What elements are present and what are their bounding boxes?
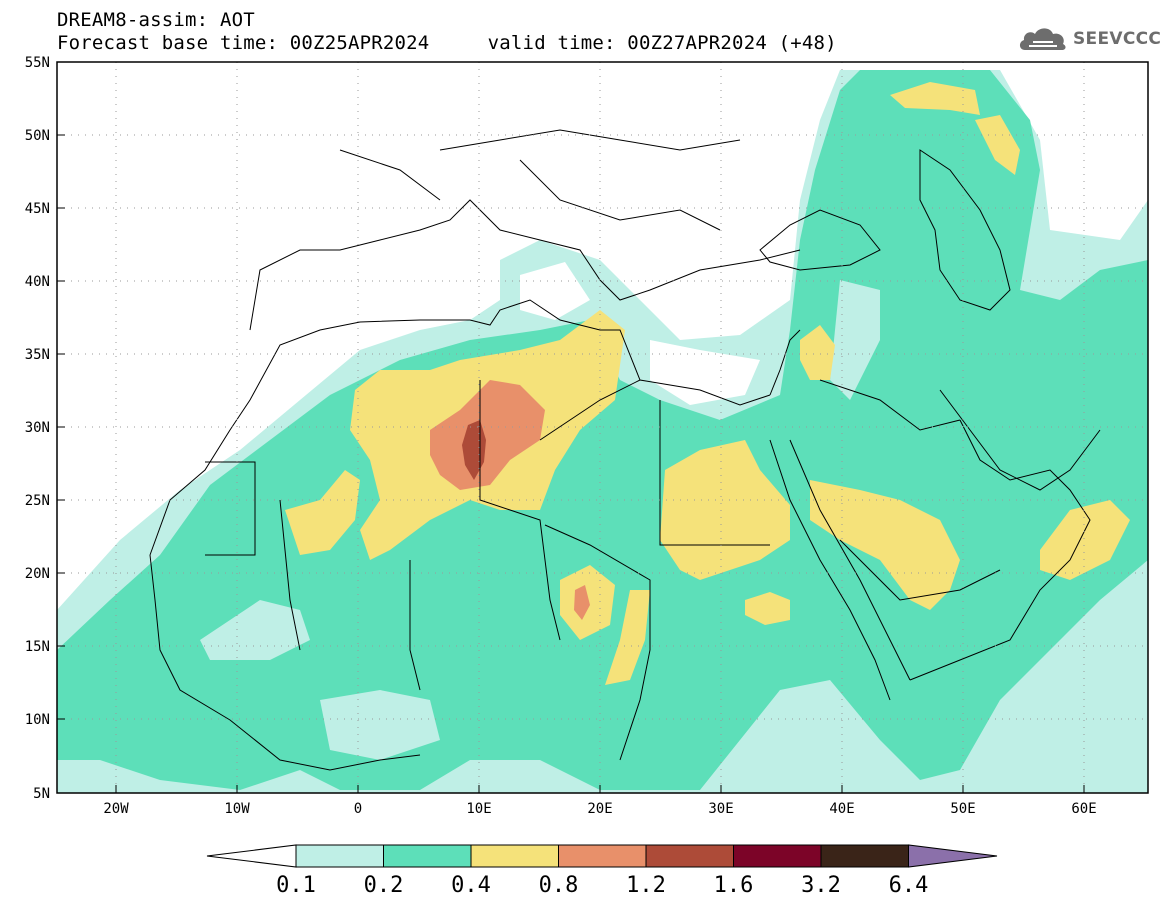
colorbar-segment — [295, 844, 384, 868]
west-africa-coast — [149, 554, 421, 771]
aot-level-0.4-oman — [1040, 500, 1130, 580]
aot-level-0.4-mali — [285, 470, 360, 555]
border — [544, 524, 651, 761]
lat-label: 15N — [25, 639, 50, 655]
graticule — [57, 62, 1148, 793]
clear-area-east-med — [650, 340, 760, 405]
caspian-sea — [919, 149, 1011, 311]
colorbar-segment — [645, 844, 734, 868]
aot-level-0.4-levant — [800, 325, 835, 380]
coastlines-and-borders — [149, 129, 1101, 771]
aot-level-0.4-caspian — [890, 82, 980, 115]
lon-label: 0 — [354, 801, 362, 817]
tick-marks — [57, 61, 1085, 793]
border — [409, 560, 421, 691]
border — [839, 539, 1001, 601]
lon-label: 20W — [103, 801, 129, 817]
lat-label: 10N — [25, 712, 50, 728]
colorbar-label: 0.1 — [276, 873, 316, 898]
map-title: DREAM8-assim: AOT — [57, 9, 255, 31]
lat-label: 45N — [25, 201, 50, 217]
colorbar-label: 1.6 — [714, 873, 754, 898]
persian-gulf — [939, 389, 1101, 491]
forecast-times: Forecast base time: 00Z25APR2024 valid t… — [57, 32, 837, 54]
lat-label: 50N — [25, 128, 50, 144]
aot-level-0.4-kazakh — [975, 115, 1020, 175]
colorbar-segment — [558, 844, 647, 868]
aot-level-0.8 — [430, 380, 545, 490]
aot-level-0.4-sudan-west — [605, 590, 650, 685]
lat-label: 40N — [25, 274, 50, 290]
colorbar-label: 0.2 — [364, 873, 404, 898]
colorbar-label: 0.8 — [539, 873, 579, 898]
colorbar-high-extension — [908, 844, 998, 868]
lon-label: 50E — [950, 801, 975, 817]
aot-level-0.8-chad — [574, 585, 590, 620]
colorbar-segment — [470, 844, 559, 868]
lon-label: 30E — [708, 801, 733, 817]
aot-field — [57, 62, 1148, 793]
lat-label: 25N — [25, 493, 50, 509]
cloud-icon — [1019, 28, 1066, 50]
lat-label: 30N — [25, 420, 50, 436]
lat-label: 5N — [33, 786, 50, 802]
colorbar: 0.1 0.2 0.4 0.8 1.2 1.6 3.2 6.4 — [206, 844, 998, 898]
lat-label: 35N — [25, 347, 50, 363]
seevccc-logo: SEEVCCC — [1017, 24, 1161, 54]
colorbar-segment — [383, 844, 472, 868]
black-sea — [759, 209, 881, 271]
border — [279, 499, 301, 651]
colorbar-label: 0.4 — [451, 873, 491, 898]
aot-level-0.1-pocket — [200, 600, 310, 660]
lat-label: 55N — [25, 55, 50, 71]
aot-level-0.1-pocket — [320, 690, 440, 760]
colorbar-label: 3.2 — [801, 873, 841, 898]
border — [339, 149, 441, 201]
levant-coast — [769, 329, 801, 396]
logo-text: SEEVCCC — [1073, 29, 1162, 49]
longitude-labels: 20W 10W 0 10E 20E 30E 40E 50E 60E — [103, 801, 1096, 817]
lon-label: 10E — [466, 801, 491, 817]
colorbar-low-extension — [206, 844, 297, 868]
lon-label: 20E — [587, 801, 612, 817]
border — [659, 400, 770, 546]
europe-coast — [249, 199, 801, 331]
lon-label: 40E — [829, 801, 854, 817]
border — [519, 159, 721, 231]
red-sea-east — [789, 439, 911, 681]
border — [819, 379, 961, 431]
colorbar-segment — [733, 844, 822, 868]
red-sea-west — [769, 439, 891, 701]
lat-label: 20N — [25, 566, 50, 582]
colorbar-segment — [820, 844, 909, 868]
aot-level-0.4-arabia — [810, 480, 960, 610]
border — [539, 379, 641, 441]
colorbar-label: 6.4 — [889, 873, 929, 898]
aot-level-0.4-east-africa — [745, 592, 790, 625]
lon-label: 10W — [224, 801, 250, 817]
lon-label: 60E — [1071, 801, 1096, 817]
colorbar-label: 1.2 — [626, 873, 666, 898]
border — [479, 380, 561, 641]
arabia-coast — [909, 419, 1091, 681]
latitude-labels: 55N 50N 45N 40N 35N 30N 25N 20N 15N 10N … — [25, 55, 50, 802]
north-africa-coast — [149, 299, 771, 556]
border — [205, 461, 256, 556]
